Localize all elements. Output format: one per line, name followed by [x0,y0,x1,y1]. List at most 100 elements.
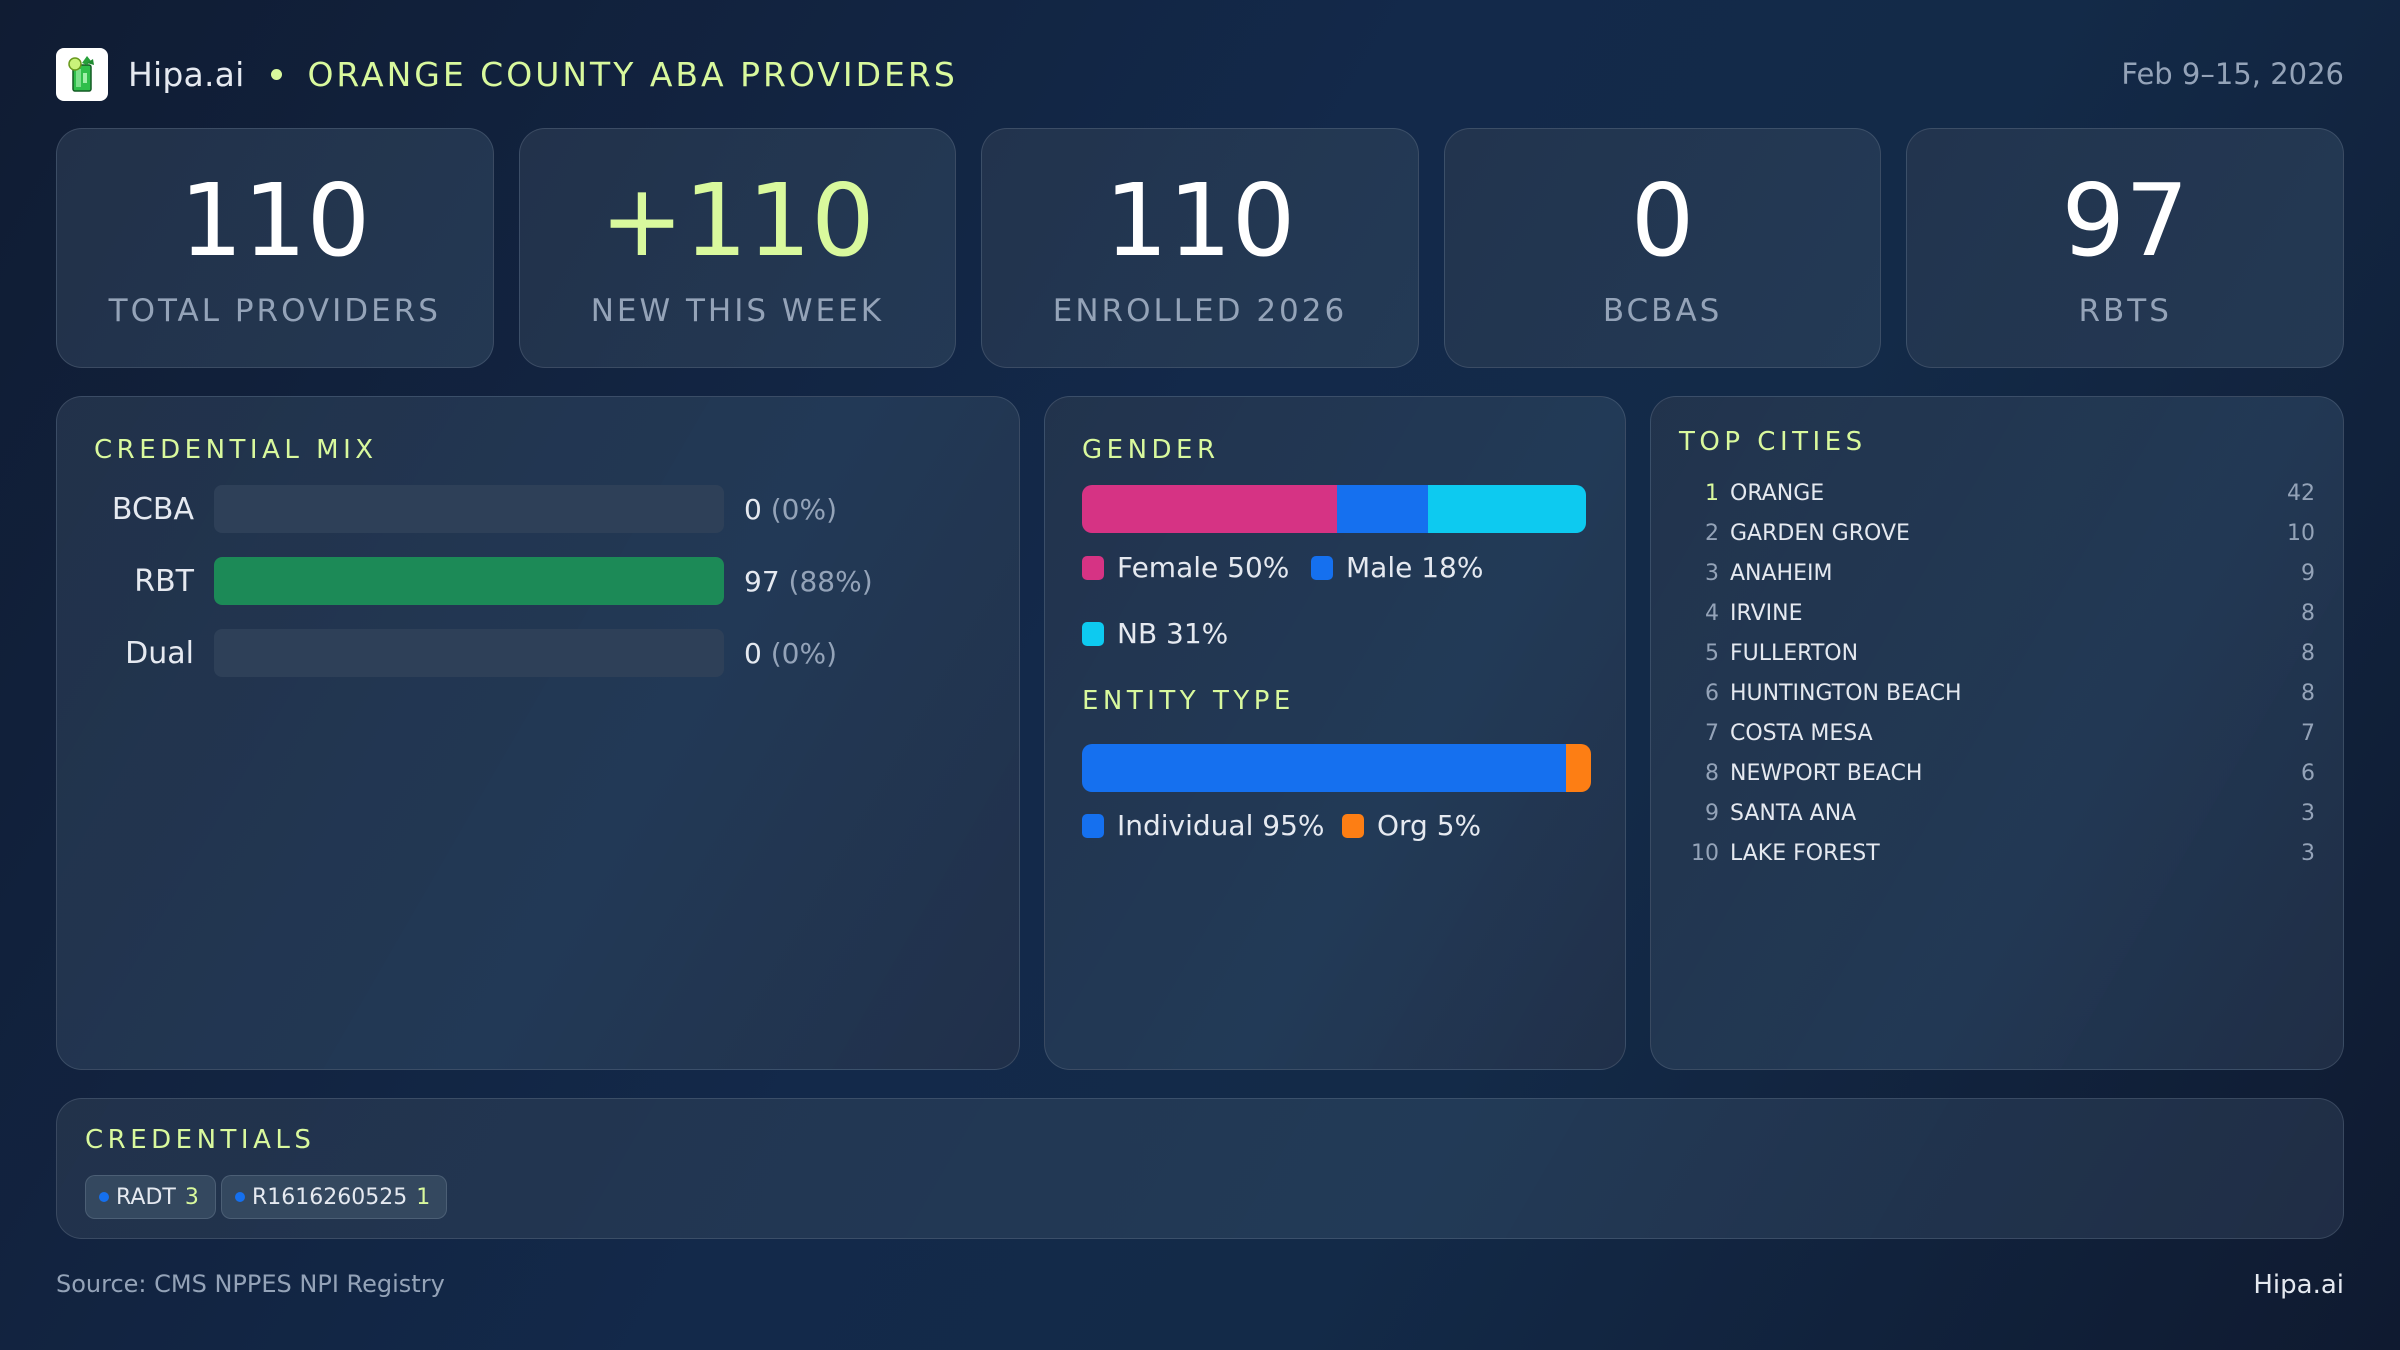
city-row: 7 COSTA MESA 7 [1651,713,2343,753]
swatch-nb [1082,621,1104,646]
stat-label: ENROLLED 2026 [1052,293,1348,329]
swatch-org [1342,813,1364,838]
city-name: COSTA MESA [1730,720,1873,746]
legend-male: Male 18% [1311,551,1483,584]
credential-chip[interactable]: RADT 3 [85,1175,216,1219]
entity-stacked-bar [1082,744,1591,792]
credential-label: RBT [134,563,194,599]
stat-enrolled: 110 ENROLLED 2026 [981,128,1419,368]
header: Hipa.ai ORANGE COUNTY ABA PROVIDERS Feb … [56,47,2344,101]
city-name: LAKE FOREST [1730,840,1880,866]
entity-segment-org [1565,744,1591,792]
dot-icon [99,1192,109,1202]
city-row: 5 FULLERTON 8 [1651,633,2343,673]
legend-label: Org 5% [1377,809,1482,842]
city-name: HUNTINGTON BEACH [1730,680,1962,706]
legend-female: Female 50% [1082,551,1289,584]
credential-value: 0 (0%) [744,493,837,526]
chip-label: R1616260525 [252,1184,408,1210]
stat-value: 0 [1630,162,1695,279]
gender-segment-female [1082,485,1337,533]
city-count: 10 [2287,520,2315,546]
city-row: 4 IRVINE 8 [1651,593,2343,633]
brand-name: Hipa.ai [128,54,245,94]
credential-mix-panel: CREDENTIAL MIX BCBA 0 (0%) RBT 97 (88%) … [56,396,1020,1070]
city-name: ORANGE [1730,480,1825,506]
credential-percent: (88%) [788,564,873,598]
city-row: 9 SANTA ANA 3 [1651,793,2343,833]
city-rank: 8 [1705,760,1719,786]
credential-percent: (0%) [770,636,838,670]
stat-label: TOTAL PROVIDERS [108,293,441,329]
logo [56,47,108,101]
city-rank: 3 [1705,560,1719,586]
stat-new-this-week: +110 NEW THIS WEEK [518,128,957,368]
credential-value: 97 (88%) [744,565,873,598]
city-row: 10 LAKE FOREST 3 [1651,833,2343,873]
chip-label: RADT [116,1184,176,1210]
city-row: 2 GARDEN GROVE 10 [1651,513,2343,553]
city-count: 8 [2301,640,2315,666]
credential-count: 97 [744,564,780,598]
city-name: IRVINE [1730,600,1803,626]
stat-label: BCBAS [1602,293,1723,329]
city-count: 8 [2301,680,2315,706]
city-rank: 10 [1691,840,1719,866]
legend-label: NB 31% [1117,617,1229,650]
date-range: Feb 9–15, 2026 [2121,57,2344,91]
panel-title: TOP CITIES [1679,427,1867,457]
separator-dot [271,68,283,80]
city-row: 1 ORANGE 42 [1651,473,2343,513]
city-name: ANAHEIM [1730,560,1833,586]
city-rank: 4 [1705,600,1719,626]
credentials-panel: CREDENTIALS RADT 3 R1616260525 1 [56,1098,2344,1239]
credential-chip[interactable]: R1616260525 1 [221,1175,448,1219]
chip-count: 1 [416,1184,431,1210]
panel-title: CREDENTIALS [85,1125,316,1155]
stat-value: +110 [600,162,875,279]
credential-row-dual: Dual 0 (0%) [57,629,1019,677]
dot-icon [235,1192,245,1202]
legend-org: Org 5% [1342,809,1481,842]
credential-row-bcba: BCBA 0 (0%) [57,485,1019,533]
city-row: 6 HUNTINGTON BEACH 8 [1651,673,2343,713]
city-rank: 1 [1705,480,1719,506]
city-count: 6 [2301,760,2315,786]
gender-title: GENDER [1082,435,1220,465]
page-title: ORANGE COUNTY ABA PROVIDERS [307,54,958,94]
chip-count: 3 [184,1184,199,1210]
credential-count: 0 [744,636,762,670]
credential-row-rbt: RBT 97 (88%) [57,557,1019,605]
stats-row: 110 TOTAL PROVIDERS +110 NEW THIS WEEK 1… [56,128,2344,368]
legend-label: Male 18% [1346,551,1484,584]
credential-bar-track [214,557,724,605]
legend-individual: Individual 95% [1082,809,1325,842]
city-rank: 6 [1705,680,1719,706]
mojito-glass-icon [68,56,94,92]
stat-value: 97 [2061,162,2189,279]
city-rank: 9 [1705,800,1719,826]
city-count: 7 [2301,720,2315,746]
legend-label: Female 50% [1117,551,1290,584]
gender-stacked-bar [1082,485,1586,533]
city-rank: 5 [1705,640,1719,666]
legend-label: Individual 95% [1117,809,1325,842]
city-row: 8 NEWPORT BEACH 6 [1651,753,2343,793]
stat-rbts: 97 RBTS [1906,128,2344,368]
city-count: 8 [2301,600,2315,626]
entity-type-title: ENTITY TYPE [1082,686,1295,716]
panel-title: CREDENTIAL MIX [94,435,378,465]
credential-bar-track [214,629,724,677]
credential-percent: (0%) [770,492,838,526]
stat-label: NEW THIS WEEK [590,293,885,329]
stat-value: 110 [1104,162,1296,279]
credential-bar-fill [214,557,724,605]
credential-bar-track [214,485,724,533]
stat-bcbas: 0 BCBAS [1443,128,1882,368]
credential-label: BCBA [111,491,194,527]
city-rank: 2 [1705,520,1719,546]
city-count: 9 [2301,560,2315,586]
swatch-female [1082,555,1104,580]
city-name: NEWPORT BEACH [1730,760,1923,786]
gender-entity-panel: GENDER Female 50% Male 18% NB 31% ENTITY… [1044,396,1626,1070]
